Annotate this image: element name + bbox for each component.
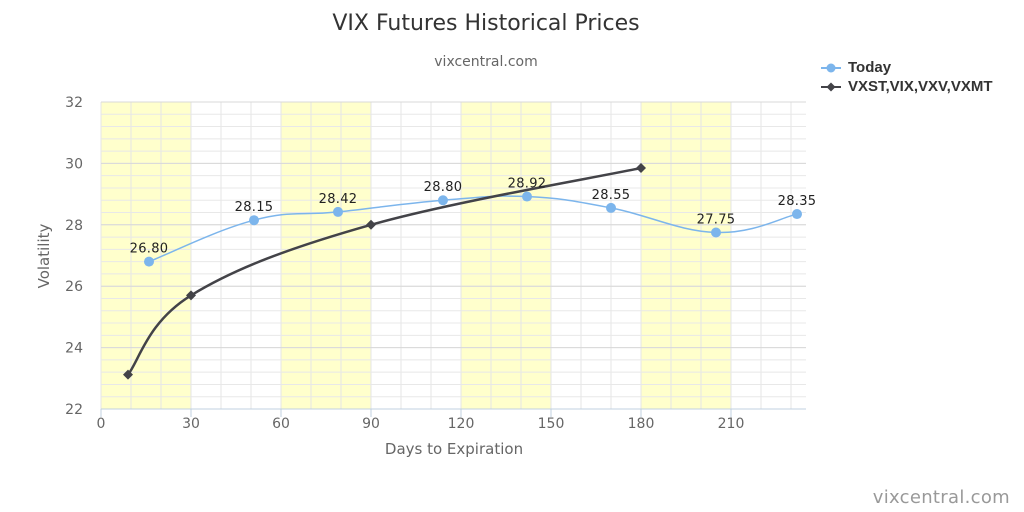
data-label-today: 28.92	[508, 177, 547, 192]
x-tick-label: 180	[628, 416, 655, 432]
data-label-today: 28.55	[592, 188, 631, 203]
data-label-today: 28.15	[235, 200, 274, 215]
data-point-today[interactable]	[522, 191, 532, 202]
data-label-today: 28.35	[778, 194, 817, 209]
legend-item-vxst-vix-vxv-vxmt[interactable]: VXST,VIX,VXV,VXMT	[820, 77, 993, 96]
y-tick-label: 32	[65, 95, 83, 111]
axes: 22 24 26 28 30 32 0 30 60 90 120 150 180 210	[65, 95, 806, 432]
data-point-today[interactable]	[606, 202, 616, 213]
data-point-vxst-vix-vxv-vxmt[interactable]	[186, 290, 196, 301]
plot-band	[641, 102, 731, 409]
data-point-vxst-vix-vxv-vxmt[interactable]	[123, 369, 133, 380]
x-tick-label: 210	[718, 416, 745, 432]
grid	[100, 101, 806, 410]
plot-band	[281, 102, 371, 409]
x-tick-label: 90	[362, 416, 380, 432]
x-tick-label: 150	[538, 416, 565, 432]
data-label-today: 27.75	[697, 212, 736, 227]
legend-item-today[interactable]: Today	[820, 58, 993, 77]
y-tick-label: 22	[65, 402, 83, 418]
x-tick-label: 30	[182, 416, 200, 432]
legend-label-vxst-vix-vxv-vxmt: VXST,VIX,VXV,VXMT	[848, 78, 993, 95]
y-axis-title: Volatility	[35, 223, 53, 288]
diamond-marker-icon	[821, 82, 841, 91]
data-label-today: 28.80	[424, 180, 463, 195]
plot-band	[101, 102, 191, 409]
data-point-today[interactable]	[144, 256, 154, 267]
y-tick-label: 24	[65, 341, 83, 357]
y-tick-label: 26	[65, 279, 83, 295]
chart-title: VIX Futures Historical Prices	[332, 11, 639, 36]
plot-band	[461, 102, 551, 409]
data-label-today: 26.80	[130, 242, 169, 257]
data-point-today[interactable]	[333, 206, 343, 217]
data-point-today[interactable]	[792, 209, 802, 220]
data-labels: 26.80 28.15 28.42 28.80 28.92 28.55 27.75 28.35	[130, 177, 817, 257]
x-tick-label: 0	[97, 416, 106, 432]
chart-subtitle: vixcentral.com	[434, 54, 537, 70]
data-label-today: 28.42	[319, 192, 358, 207]
data-point-vxst-vix-vxv-vxmt[interactable]	[636, 163, 646, 174]
series-line-vxst-vix-vxv-vxmt	[127, 166, 642, 376]
x-axis-title: Days to Expiration	[385, 440, 523, 458]
y-tick-label: 28	[65, 218, 83, 234]
x-tick-label: 60	[272, 416, 290, 432]
x-tick-label: 120	[448, 416, 475, 432]
data-point-today[interactable]	[249, 215, 259, 226]
y-tick-label: 30	[65, 156, 83, 172]
circle-marker-icon	[821, 63, 841, 72]
legend-label-today: Today	[848, 59, 892, 76]
plot-bands	[101, 102, 731, 409]
series-layer	[123, 163, 802, 380]
data-point-vxst-vix-vxv-vxmt[interactable]	[366, 219, 376, 230]
legend: Today VXST,VIX,VXV,VXMT	[820, 58, 993, 96]
credits-link[interactable]: vixcentral.com	[872, 487, 1010, 508]
data-point-today[interactable]	[438, 195, 448, 206]
data-point-today[interactable]	[711, 227, 721, 238]
series-line-today	[148, 195, 798, 263]
